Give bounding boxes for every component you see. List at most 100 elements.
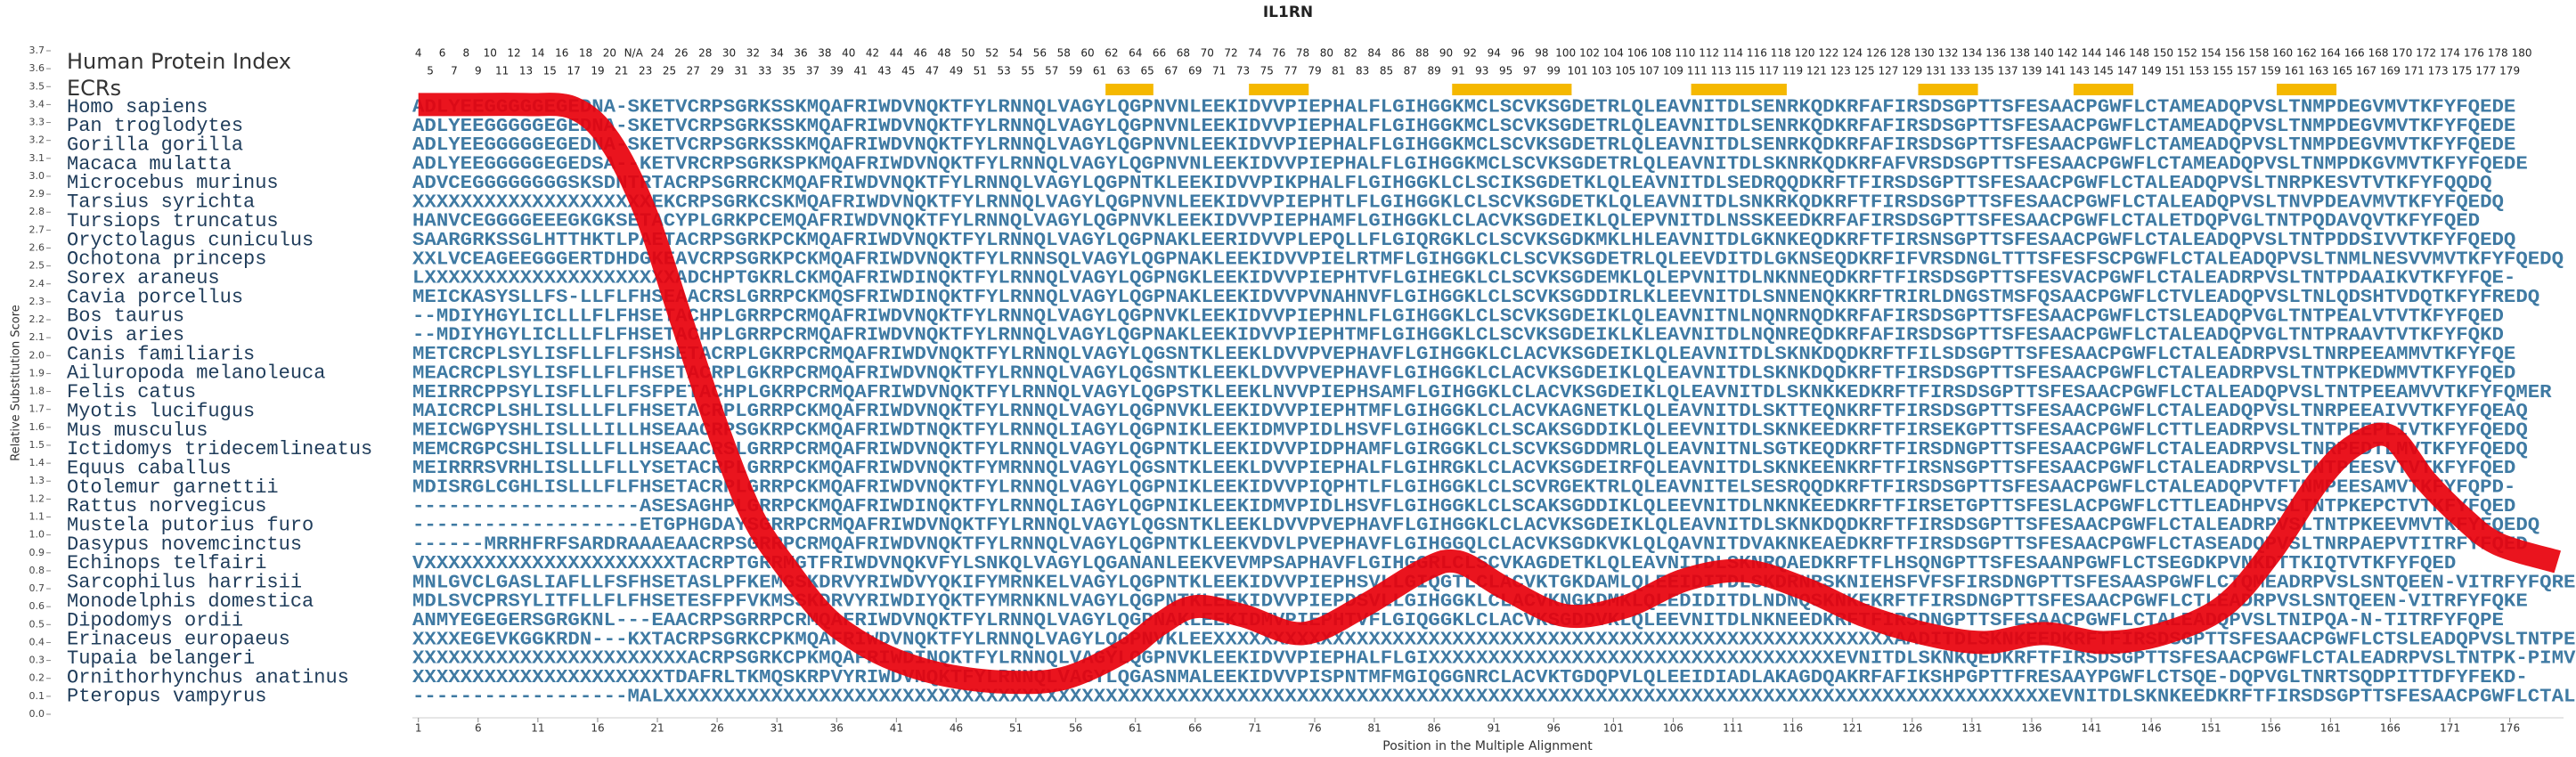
protein-index: 24	[650, 47, 664, 60]
protein-index: 126	[1866, 47, 1887, 60]
protein-index: 7	[451, 65, 458, 77]
protein-index-label: Human Protein Index	[67, 49, 291, 74]
protein-index: 78	[1296, 47, 1309, 60]
protein-index: 123	[1830, 65, 1851, 77]
protein-index: 19	[591, 65, 604, 77]
protein-index: 83	[1356, 65, 1369, 77]
protein-index: 42	[866, 47, 879, 60]
protein-index: 124	[1842, 47, 1863, 60]
protein-index: 104	[1603, 47, 1624, 60]
protein-index: 56	[1033, 47, 1047, 60]
protein-index: 167	[2356, 65, 2376, 77]
protein-index: 76	[1272, 47, 1285, 60]
sequence: ADLYEEGGGGGEGEDSA--KETVRCRPSGRKSPKMQAFRI…	[412, 155, 2528, 175]
protein-index: 156	[2225, 47, 2246, 60]
protein-index: 166	[2344, 47, 2365, 60]
protein-index: 32	[746, 47, 760, 60]
protein-index: 79	[1308, 65, 1321, 77]
y-tick-label: 2.2	[29, 313, 45, 325]
protein-index: 81	[1332, 65, 1345, 77]
sequence: ADLYEEGGGGGEGEDNA-SKETVCRPSGRKSSKMQAFRIW…	[412, 117, 2515, 137]
species-name: Tursiops truncatus	[67, 210, 279, 232]
sequence: METCRCPLSYLISFLLFLFSHSETACRPLGKRPCRMQAFR…	[412, 345, 2515, 365]
protein-index: 121	[1806, 65, 1827, 77]
species-name: Rattus norvegicus	[67, 495, 266, 517]
protein-index: 46	[914, 47, 927, 60]
protein-index: 82	[1344, 47, 1357, 60]
sequence: --MDIYHGYLICLLLFLFHSETACHPLGRRPCRMQAFRIW…	[412, 326, 2504, 346]
protein-index: 95	[1499, 65, 1512, 77]
protein-index: 161	[2285, 65, 2305, 77]
x-tick-label: 121	[1842, 722, 1863, 735]
y-tick-label: 0.3	[29, 655, 45, 666]
protein-index: 65	[1140, 65, 1153, 77]
protein-index: 90	[1439, 47, 1453, 60]
protein-index: 38	[818, 47, 831, 60]
protein-index: 180	[2512, 47, 2532, 60]
species-name: Pan troglodytes	[67, 115, 243, 137]
y-tick-label: 2.5	[29, 260, 45, 272]
species-name: Mus musculus	[67, 419, 208, 442]
protein-index: 92	[1463, 47, 1477, 60]
protein-index: 132	[1938, 47, 1959, 60]
x-tick-label: 96	[1547, 722, 1561, 735]
sequence: -------------------ASESAGHPLGRRPCKMQAFRI…	[412, 497, 2515, 517]
protein-index: 136	[1985, 47, 2006, 60]
x-tick-label: 41	[890, 722, 903, 735]
sequence: XXLVCEAGEEGGGERTDHDGKEAVCRPSGRKPCKMQAFRI…	[412, 249, 2564, 270]
protein-index: 20	[603, 47, 616, 60]
y-tick-label: 3.5	[29, 80, 45, 92]
protein-index: 74	[1248, 47, 1261, 60]
species-name: Sarcophilus harrisii	[67, 572, 302, 594]
protein-index: 93	[1475, 65, 1488, 77]
y-tick-label: 1.7	[29, 403, 45, 415]
protein-index: 106	[1627, 47, 1648, 60]
x-tick-label: 161	[2320, 722, 2341, 735]
protein-index: 172	[2416, 47, 2436, 60]
protein-index: 45	[901, 65, 915, 77]
ecr-label: ECRs	[67, 76, 121, 101]
species-name: Gorilla gorilla	[67, 134, 243, 157]
sequence: ANMYEGEGERSGRGKNL---EAACRPSGRRPCRMQAFRIW…	[412, 611, 2504, 631]
y-tick-label: 0.1	[29, 690, 45, 702]
protein-index: 66	[1153, 47, 1166, 60]
y-tick-label: 1.0	[29, 529, 45, 541]
protein-index: 34	[770, 47, 784, 60]
x-tick-label: 16	[591, 722, 604, 735]
protein-index: 10	[484, 47, 497, 60]
species-name: Sorex araneus	[67, 267, 220, 289]
sequence: ------------------MALXXXXXXXXXXXXXXXXXXX…	[412, 687, 2576, 707]
protein-index: 176	[2464, 47, 2484, 60]
species-name: Pteropus vampyrus	[67, 686, 266, 708]
protein-index: 12	[507, 47, 520, 60]
y-tick-label: 0.0	[29, 708, 45, 720]
protein-index: 59	[1069, 65, 1082, 77]
ecr-block	[2277, 84, 2337, 95]
y-tick-label: 3.4	[29, 98, 45, 110]
protein-index: 102	[1579, 47, 1600, 60]
x-tick-label: 91	[1488, 722, 1501, 735]
protein-index: 174	[2440, 47, 2460, 60]
y-tick-label: 0.2	[29, 672, 45, 684]
protein-index: 116	[1747, 47, 1767, 60]
protein-index: 39	[830, 65, 844, 77]
protein-index: 49	[950, 65, 963, 77]
protein-index: 105	[1615, 65, 1635, 77]
protein-index: 160	[2272, 47, 2293, 60]
y-tick-label: 0.5	[29, 618, 45, 630]
sequence: MEIRRCPPSYLISFLLFLFSFPETACHPLGKRPCRMQAFR…	[412, 383, 2552, 403]
protein-index: 14	[531, 47, 544, 60]
species-name: Ailuropoda melanoleuca	[67, 362, 325, 385]
protein-index: 85	[1380, 65, 1393, 77]
species-name: Homo sapiens	[67, 96, 208, 118]
y-tick-label: 1.4	[29, 457, 45, 468]
protein-index: N/A	[624, 47, 644, 60]
protein-index: 21	[615, 65, 628, 77]
protein-index: 61	[1093, 65, 1106, 77]
x-tick-label: 81	[1367, 722, 1381, 735]
protein-index: 175	[2452, 65, 2473, 77]
protein-index: 120	[1795, 47, 1815, 60]
species-name: Monodelphis domestica	[67, 590, 314, 613]
x-tick-label: 76	[1308, 722, 1321, 735]
